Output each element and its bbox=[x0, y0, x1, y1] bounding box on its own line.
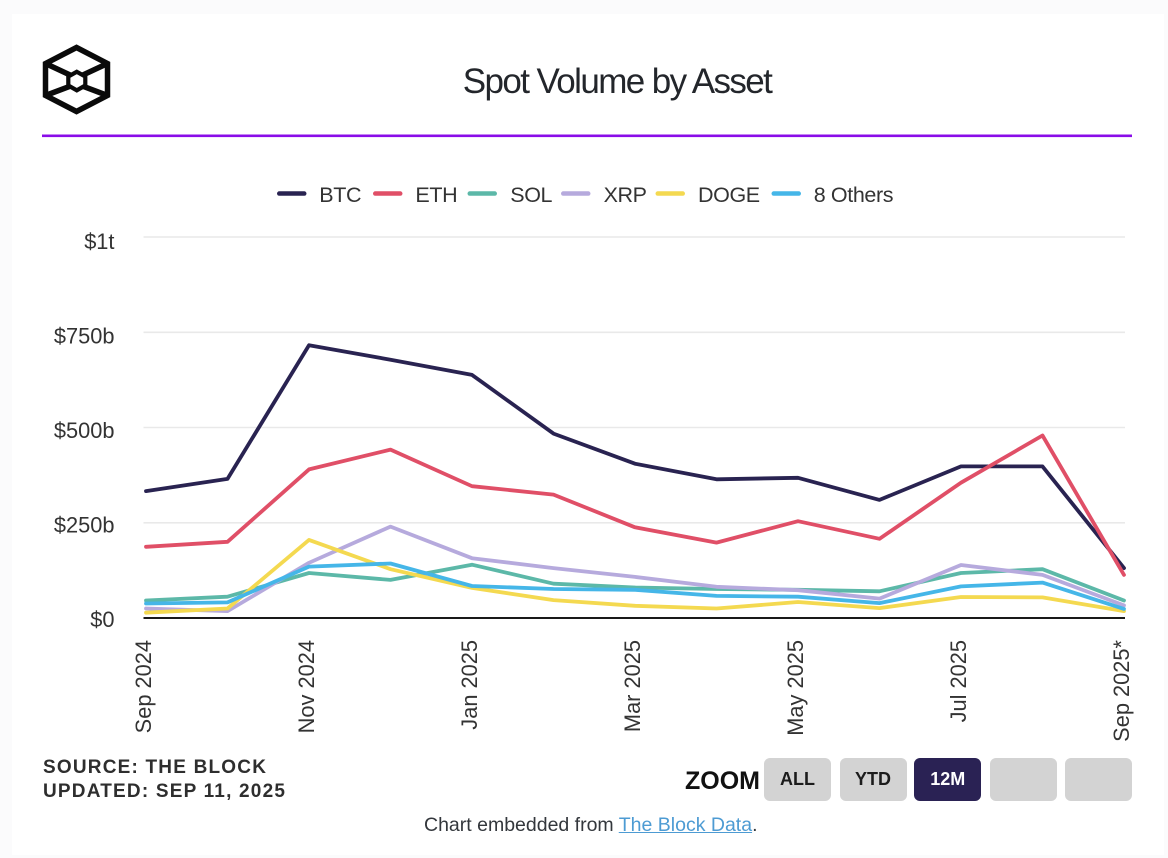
svg-text:DOGE: DOGE bbox=[698, 183, 760, 207]
svg-text:SOL: SOL bbox=[510, 183, 552, 207]
svg-text:ETH: ETH bbox=[415, 183, 457, 207]
svg-text:Mar 2025: Mar 2025 bbox=[620, 640, 645, 732]
svg-text:BTC: BTC bbox=[319, 183, 361, 207]
svg-text:Nov 2024: Nov 2024 bbox=[294, 640, 319, 733]
svg-text:$500b: $500b bbox=[54, 418, 115, 443]
svg-text:$0: $0 bbox=[90, 607, 114, 632]
svg-text:$750b: $750b bbox=[54, 324, 115, 349]
svg-text:XRP: XRP bbox=[604, 183, 647, 207]
svg-text:8 Others: 8 Others bbox=[814, 183, 893, 207]
svg-text:Sep 2024: Sep 2024 bbox=[131, 640, 156, 733]
svg-text:Sep 2025*: Sep 2025* bbox=[1109, 639, 1134, 741]
svg-text:Jan 2025: Jan 2025 bbox=[457, 640, 482, 730]
svg-text:May 2025: May 2025 bbox=[783, 640, 808, 736]
svg-text:$1t: $1t bbox=[84, 229, 114, 254]
svg-text:Jul 2025: Jul 2025 bbox=[946, 640, 971, 722]
svg-text:$250b: $250b bbox=[54, 513, 115, 538]
